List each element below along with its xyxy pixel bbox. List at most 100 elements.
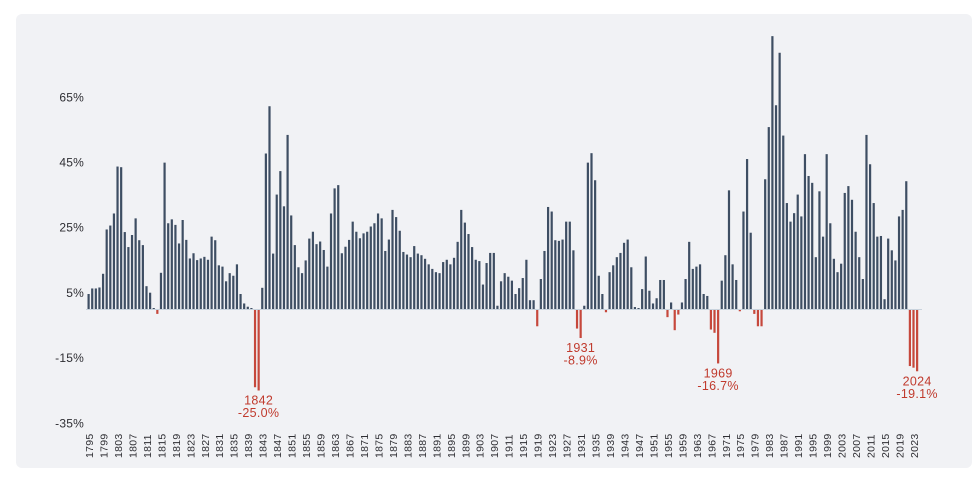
year-bar [850,199,854,309]
year-bar [177,243,181,309]
year-bar [138,240,141,309]
year-bar [326,266,329,309]
x-axis-tick-label: 1839 [243,433,255,458]
year-bar [742,211,745,309]
year-bar [496,305,499,309]
year-bar [333,188,336,309]
year-bar [546,206,550,309]
year-bar [525,259,528,309]
year-bar [311,231,315,309]
year-bar [619,252,622,309]
year-bar [785,203,788,309]
annotation-value-label: -19.1% [896,387,937,401]
year-bar [818,191,821,309]
year-bar [879,235,883,309]
year-bar [149,292,152,309]
year-bar [275,194,278,309]
year-bar [814,257,817,309]
year-bar [641,289,644,309]
year-bar [847,186,850,309]
x-axis-tick-label: 1883 [402,433,414,458]
year-bar [756,310,760,327]
year-bar [282,206,286,309]
year-bar [825,154,828,309]
year-bar [141,245,144,309]
year-bar [572,250,575,309]
x-axis-tick-label: 1975 [735,433,747,458]
year-bar [659,279,662,309]
y-axis-tick-label: 45% [59,156,84,170]
year-bar [315,244,318,309]
year-bar [279,171,282,309]
annotation-value-label: -25.0% [238,406,279,420]
year-bar [246,306,249,309]
year-bar [94,288,97,309]
year-bar [434,272,438,309]
year-bar [253,310,257,388]
year-bar [264,153,267,309]
year-bar [518,288,521,309]
year-bar [123,232,126,309]
year-bar [243,303,246,309]
year-bar [612,265,615,309]
x-axis-tick-label: 1895 [446,433,458,458]
year-bar [380,218,383,309]
x-axis-tick-label: 2007 [851,433,863,458]
year-bar [532,300,535,309]
year-bar [554,240,557,309]
year-bar [355,231,358,309]
year-bar [706,295,709,309]
x-axis-tick-label: 1995 [808,433,820,458]
year-bar [120,167,123,309]
year-bar [167,223,170,309]
x-axis-tick-label: 1999 [822,433,834,458]
year-bar [745,159,749,309]
year-bar [894,260,897,309]
year-bar [499,281,503,309]
year-bar [680,302,684,309]
x-axis-tick-label: 1819 [171,433,183,458]
year-bar [159,272,163,309]
annotation-year-label: 2024 [903,374,932,388]
year-bar [753,310,756,314]
year-bar [420,255,423,309]
year-bar [329,213,333,309]
x-axis-tick-label: 1931 [576,433,588,458]
x-axis-tick-label: 1875 [373,433,385,458]
year-bar [297,267,300,309]
x-axis-tick-label: 1831 [214,433,226,458]
x-axis-tick-label: 1835 [229,433,241,458]
year-bar [840,263,843,309]
year-bar [228,273,231,309]
year-bar [456,241,459,309]
year-bar [203,256,206,309]
x-axis-tick-label: 1935 [591,433,603,458]
year-bar [366,231,369,309]
year-bar [897,216,901,309]
x-axis-tick-label: 1879 [388,433,400,458]
year-bar [387,239,390,309]
year-bar [87,294,90,309]
year-bar [568,221,571,309]
year-bar [474,259,477,309]
year-bar [239,294,242,309]
year-bar [250,308,253,309]
x-axis-tick-label: 1867 [345,433,357,458]
x-axis-tick-label: 1887 [417,433,429,458]
year-bar [196,260,199,309]
year-bar [98,287,101,309]
annotation-year-label: 1931 [566,341,595,355]
year-bar [858,257,861,309]
year-bar [492,252,495,309]
annotation-value-label: -8.9% [564,354,598,368]
year-bar [395,217,398,309]
year-bar [235,264,239,309]
year-bar [724,255,727,309]
year-bar [916,310,919,372]
year-bar [358,238,362,309]
chart-card-background [16,14,972,468]
year-bar [539,279,542,309]
year-bar [156,310,159,314]
year-bar [575,310,579,329]
